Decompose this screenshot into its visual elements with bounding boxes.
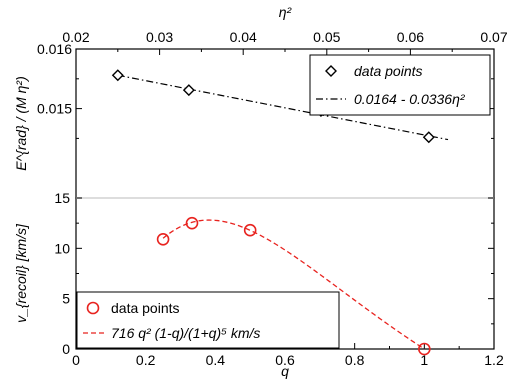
bottom-fit-curve [162,219,425,350]
bottom-legend-label-data: data points [111,300,180,316]
bottom-legend-box [76,291,340,349]
bottom-y-axis-label: v_{recoil} [km/s] [13,223,29,323]
bottom-legend-circle-marker [86,301,100,315]
bottom-data-point [156,232,170,246]
bottom-y-tick-label: 5 [62,291,70,307]
bottom-x-tick-label: 0.4 [206,352,226,368]
bottom-x-tick-label: 0 [72,352,80,368]
bottom-x-tick-label: 0.8 [345,352,365,368]
top-data-point [182,84,195,97]
top-x-tick-label: 0.03 [146,29,173,45]
top-data-point [111,69,124,82]
bottom-data-point [243,223,257,237]
bottom-legend-label-fit: 716 q² (1-q)/(1+q)⁵ km/s [111,325,260,341]
top-x-tick-label: 0.06 [397,29,424,45]
top-x-tick-label: 0.07 [480,29,507,45]
bottom-y-tick-label: 15 [54,190,70,206]
top-x-tick-label: 0.05 [313,29,340,45]
bottom-x-tick-label: 0.6 [275,352,295,368]
top-x-axis-label: η² [279,4,293,20]
bottom-data-point [185,216,199,230]
bottom-x-axis-label: q [281,363,289,379]
top-x-tick-label: 0.04 [230,29,257,45]
top-legend-label-fit: 0.0164 - 0.0336η² [354,91,466,107]
bottom-x-tick-label: 0.2 [136,352,156,368]
top-y-tick-label: 0.015 [37,101,72,117]
top-data-point [422,131,435,144]
top-y-axis-label: E^{rad} / (M η²) [13,76,29,170]
top-legend-label-data: data points [354,63,423,79]
bottom-x-tick-label: 1.2 [484,352,504,368]
top-legend-box [309,54,491,116]
top-y-tick-label: 0.016 [37,41,72,57]
bottom-y-tick-label: 0 [62,341,70,357]
bottom-data-point [418,342,431,356]
bottom-x-tick-label: 1 [420,352,428,368]
top-legend-diamond-marker [325,65,337,77]
top-x-tick-label: 0.02 [62,29,89,45]
bottom-y-tick-label: 10 [54,240,70,256]
top-fit-line [117,74,449,141]
